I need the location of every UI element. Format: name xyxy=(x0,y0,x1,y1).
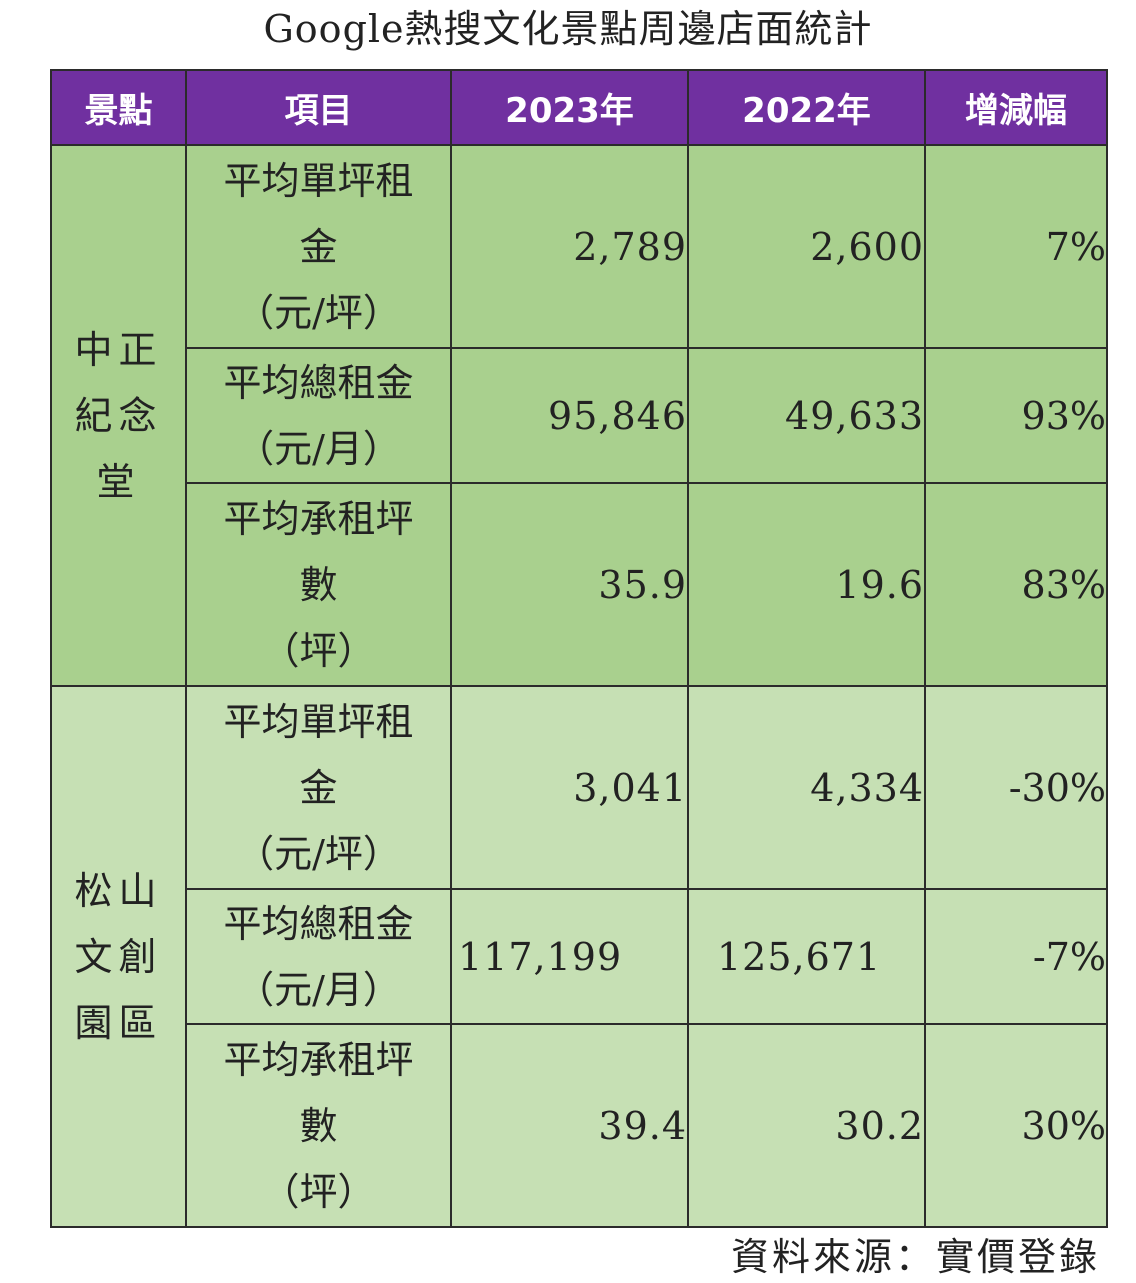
change-value: 30% xyxy=(924,1023,1108,1228)
value-2022: 2,600 xyxy=(687,144,926,349)
item-cell: 平均單坪租 金 （元/坪） xyxy=(185,685,452,890)
header-item: 項目 xyxy=(185,69,452,146)
change-value: 83% xyxy=(924,482,1108,687)
change-value: 93% xyxy=(924,347,1108,484)
header-place: 景點 xyxy=(50,69,187,146)
header-change: 增減幅 xyxy=(924,69,1108,146)
value-2023: 39.4 xyxy=(450,1023,689,1228)
table-row: 中正紀念堂 平均單坪租 金 （元/坪） 2,789 2,600 7% xyxy=(50,144,1108,687)
value-2023: 3,041 xyxy=(450,685,689,890)
value-2022: 4,334 xyxy=(687,685,926,890)
value-2023: 35.9 xyxy=(450,482,689,687)
table-row: 平均承租坪 數 （坪） 35.9 19.6 83% xyxy=(51,482,1108,687)
data-source-note: 資料來源：實價登錄 xyxy=(730,1235,1100,1279)
place-cell-songshan-cultural-park: 松山文創園區 xyxy=(50,685,187,1228)
header-row: 景點 項目 2023年 2022年 增減幅 xyxy=(50,69,1108,146)
value-2023: 117,199 xyxy=(450,888,689,1025)
table-row: 平均總租金 （元/月） 117,199 125,671 -7% xyxy=(51,888,1108,1025)
value-2022: 49,633 xyxy=(687,347,926,484)
value-2022: 30.2 xyxy=(687,1023,926,1228)
value-2023: 95,846 xyxy=(450,347,689,484)
change-value: -30% xyxy=(924,685,1108,890)
item-cell: 平均總租金 （元/月） xyxy=(185,347,452,484)
item-cell: 平均總租金 （元/月） xyxy=(185,888,452,1025)
table-row: 平均總租金 （元/月） 95,846 49,633 93% xyxy=(51,347,1108,484)
table-row: 松山文創園區 平均單坪租 金 （元/坪） 3,041 4,334 -30% xyxy=(50,685,1108,1228)
change-value: 7% xyxy=(924,144,1108,349)
table-row: 平均承租坪 數 （坪） 39.4 30.2 30% xyxy=(51,1023,1108,1228)
value-2023: 2,789 xyxy=(450,144,689,349)
change-value: -7% xyxy=(924,888,1108,1025)
value-2022: 19.6 xyxy=(687,482,926,687)
table-title: Google熱搜文化景點周邊店面統計 xyxy=(263,7,873,51)
item-cell: 平均承租坪 數 （坪） xyxy=(185,482,452,687)
header-2023: 2023年 xyxy=(450,69,689,146)
value-2022: 125,671 xyxy=(687,888,926,1025)
rent-statistics-table: 景點 項目 2023年 2022年 增減幅 中正紀念堂 平均單坪租 金 （元/坪… xyxy=(50,69,1108,1228)
item-cell: 平均單坪租 金 （元/坪） xyxy=(185,144,452,349)
header-2022: 2022年 xyxy=(687,69,926,146)
place-cell-chiang-kai-shek-memorial: 中正紀念堂 xyxy=(50,144,187,687)
item-cell: 平均承租坪 數 （坪） xyxy=(185,1023,452,1228)
